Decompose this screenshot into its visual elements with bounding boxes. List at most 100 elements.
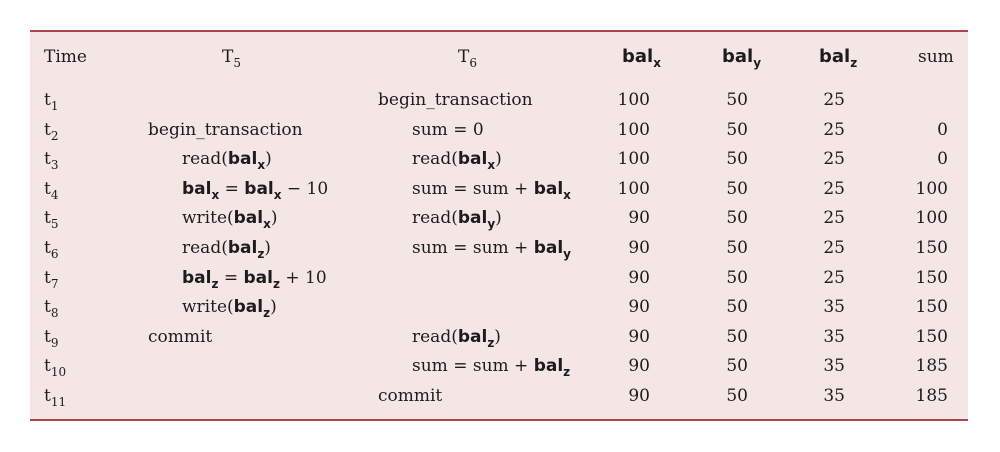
time-base: t: [44, 238, 51, 258]
baly-value: 50: [726, 327, 748, 347]
variable-base: bal: [457, 149, 488, 169]
op-text: ): [265, 149, 272, 169]
op-text: ): [495, 149, 502, 169]
header-balx-sub: x: [653, 56, 661, 70]
balz-value: 25: [823, 268, 845, 288]
op-text: =: [219, 179, 245, 199]
variable-name: balx: [457, 149, 495, 171]
variable-base: bal: [227, 149, 258, 169]
balx-value: 90: [628, 327, 650, 347]
op-text: write(: [182, 208, 234, 228]
balz-value: 35: [823, 356, 845, 376]
op-text: write(: [182, 297, 234, 317]
time-cell: t1: [44, 90, 59, 113]
time-cell: t3: [44, 149, 59, 172]
balx-value: 90: [628, 356, 650, 376]
sum-value: 150: [915, 327, 948, 347]
balx-value: 100: [617, 149, 650, 169]
sum-value: 150: [915, 268, 948, 288]
t5-operation: write(balz): [182, 297, 277, 319]
balz-value: 25: [823, 149, 845, 169]
t6-operation: sum = sum + baly: [412, 238, 571, 261]
t5-operation: balz = balz + 10: [182, 268, 327, 291]
op-text: sum = 0: [412, 120, 484, 140]
variable-base: bal: [533, 356, 564, 376]
op-text: =: [218, 268, 244, 288]
variable-name: balx: [244, 179, 281, 201]
t5-operation: read(balx): [182, 149, 272, 172]
op-text: sum = sum +: [412, 238, 534, 258]
header-balz-sub: z: [850, 56, 858, 70]
balz-value: 25: [823, 208, 845, 228]
op-text: sum = sum +: [412, 356, 534, 376]
balx-value: 90: [628, 297, 650, 317]
variable-base: bal: [457, 327, 488, 347]
sum-value: 185: [915, 386, 948, 406]
variable-subscript: y: [563, 247, 571, 261]
op-text: read(: [182, 149, 228, 169]
balz-value: 35: [823, 297, 845, 317]
op-text: ): [270, 297, 277, 317]
baly-value: 50: [726, 120, 748, 140]
variable-name: balx: [534, 179, 571, 201]
t6-operation: sum = sum + balx: [412, 179, 571, 201]
balx-value: 90: [628, 238, 650, 258]
t5-operation: begin_transaction: [148, 120, 303, 140]
variable-base: bal: [457, 208, 488, 228]
variable-subscript: x: [257, 158, 266, 172]
time-base: t: [44, 90, 51, 110]
variable-name: balz: [533, 356, 570, 378]
time-base: t: [44, 356, 51, 376]
baly-value: 50: [726, 90, 748, 110]
baly-value: 50: [726, 208, 748, 228]
op-text: commit: [378, 386, 443, 406]
t6-operation: read(balz): [412, 327, 501, 349]
baly-value: 50: [726, 297, 748, 317]
variable-name: balz: [228, 238, 265, 261]
balx-value: 100: [617, 90, 650, 110]
time-cell: t6: [44, 238, 58, 260]
time-subscript: 3: [50, 158, 59, 172]
header-t6: T6: [458, 47, 477, 70]
variable-name: balz: [234, 297, 270, 319]
balx-value: 90: [628, 386, 650, 406]
variable-base: bal: [533, 238, 564, 258]
op-text: sum = sum +: [412, 179, 534, 199]
op-text: − 10: [281, 179, 329, 199]
variable-base: bal: [233, 208, 264, 228]
header-baly-base: bal: [722, 46, 754, 67]
header-t5-base: T: [222, 47, 234, 67]
t5-operation: read(balz): [182, 238, 271, 261]
header-t5: T5: [222, 47, 241, 69]
header-t6-sub: 6: [469, 56, 477, 70]
baly-value: 50: [726, 238, 748, 258]
variable-subscript: z: [211, 277, 219, 291]
sum-value: 100: [915, 208, 948, 228]
balz-value: 25: [823, 238, 845, 258]
sum-value: 150: [915, 238, 948, 258]
variable-name: balx: [233, 208, 271, 230]
header-balz-base: bal: [819, 46, 851, 67]
time-base: t: [44, 327, 51, 347]
transaction-schedule-table: Time T5 T6 balx baly balz sum t1 begin_tr…: [30, 30, 968, 421]
sum-value: 0: [937, 120, 948, 140]
header-sum: sum: [918, 47, 954, 67]
time-cell: t5: [44, 208, 58, 230]
time-subscript: 9: [50, 336, 59, 350]
baly-value: 50: [726, 356, 748, 376]
t6-operation: sum = sum + balz: [412, 356, 570, 378]
baly-value: 50: [726, 386, 748, 406]
variable-base: bal: [182, 179, 212, 199]
variable-subscript: z: [257, 247, 265, 261]
variable-name: balz: [244, 268, 280, 291]
time-base: t: [44, 208, 51, 228]
op-text: begin_transaction: [378, 90, 533, 110]
baly-value: 50: [726, 149, 748, 169]
variable-subscript: z: [272, 277, 280, 291]
t6-operation: sum = 0: [412, 120, 484, 140]
balz-value: 25: [823, 90, 845, 110]
balz-value: 35: [823, 327, 845, 347]
time-cell: t11: [44, 386, 66, 408]
time-subscript: 1: [50, 99, 59, 113]
baly-value: 50: [726, 179, 748, 199]
